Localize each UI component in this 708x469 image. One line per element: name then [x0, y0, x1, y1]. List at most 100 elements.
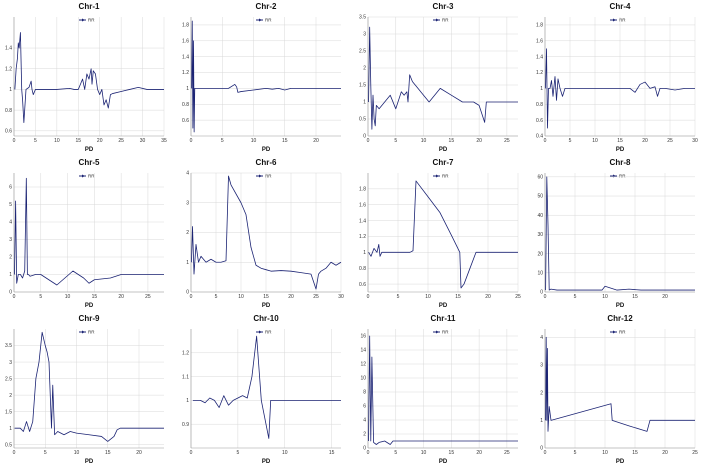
y-tick-label: 0.5 — [5, 442, 12, 448]
y-tick-label: 2 — [9, 393, 12, 399]
y-tick-label: 1.4 — [359, 218, 366, 224]
y-tick-label: 2.5 — [5, 376, 12, 382]
x-axis-label: PD — [262, 459, 271, 465]
y-tick-label: 1 — [186, 260, 189, 266]
legend-label: RR — [88, 330, 95, 335]
x-tick-label: 5 — [397, 294, 400, 300]
y-tick-label: 0.4 — [536, 134, 543, 140]
chart-panel-11: Chr-11 RR 0 2 4 6 8 10 12 14 16 0 5 10 15 20 25 PD — [354, 312, 531, 468]
chart-panel-7: Chr-7 RR 0.6 0.8 1 1.2 1.4 1.6 1.8 0 5 10 15 20 25 PD — [354, 156, 531, 312]
legend-label: RR — [619, 330, 626, 335]
x-tick-label: 15 — [329, 450, 335, 456]
y-tick-label: 3 — [363, 32, 366, 38]
chart-panel-6: Chr-6 RR 0 1 2 3 4 0 5 10 15 20 25 30 PD — [177, 156, 354, 312]
legend-marker — [613, 18, 616, 22]
y-tick-label: 1 — [9, 272, 12, 278]
x-tick-label: 10 — [65, 294, 71, 300]
x-tick-label: 0 — [190, 450, 193, 456]
legend-marker — [259, 330, 262, 334]
x-axis-label: PD — [439, 459, 448, 465]
x-tick-label: 10 — [421, 450, 427, 456]
y-tick-label: 0 — [186, 290, 189, 296]
chart-title: Chr-12 — [607, 314, 633, 323]
x-tick-label: 25 — [118, 138, 124, 144]
y-tick-label: 1.4 — [182, 54, 189, 60]
series-line-rr — [368, 26, 518, 130]
chart-svg: Chr-12 RR 0 1 2 3 4 0 5 10 15 20 25 PD — [540, 314, 698, 465]
y-tick-label: 3 — [540, 363, 543, 369]
y-tick-label: 1.8 — [182, 23, 189, 29]
y-tick-label: 0.6 — [182, 118, 189, 124]
x-tick-label: 10 — [602, 294, 608, 300]
chart-panel-12: Chr-12 RR 0 1 2 3 4 0 5 10 15 20 25 PD — [531, 312, 708, 468]
x-tick-label: 25 — [313, 294, 319, 300]
legend-label: RR — [442, 174, 449, 179]
chart-title: Chr-1 — [79, 2, 100, 11]
chart-panel-5: Chr-5 RR 0 1 2 3 4 5 6 0 5 10 15 20 25 PD — [0, 156, 177, 312]
x-tick-label: 0 — [13, 138, 16, 144]
y-tick-label: 0.6 — [536, 118, 543, 124]
x-tick-label: 20 — [485, 294, 491, 300]
y-tick-label: 3.5 — [359, 15, 366, 21]
legend-label: RR — [88, 18, 95, 23]
x-axis-label: PD — [616, 303, 625, 309]
x-tick-label: 0 — [544, 294, 547, 300]
x-tick-label: 20 — [476, 138, 482, 144]
y-tick-label: 1.2 — [182, 70, 189, 76]
chart-panel-9: Chr-9 RR 0.5 1 1.5 2 2.5 3 3.5 0 5 10 15 20 PD — [0, 312, 177, 468]
x-tick-label: 10 — [282, 450, 288, 456]
x-tick-label: 10 — [54, 138, 60, 144]
x-tick-label: 20 — [118, 294, 124, 300]
chart-title: Chr-2 — [256, 2, 277, 11]
x-axis-label: PD — [616, 147, 625, 153]
x-tick-label: 25 — [515, 294, 521, 300]
x-tick-label: 10 — [251, 138, 257, 144]
series-line-rr — [14, 32, 164, 123]
chart-panel-1: Chr-1 RR 0.6 0.8 1 1.2 1.4 0 5 10 15 20 25 30 35 PD — [0, 0, 177, 156]
y-tick-label: 1 — [9, 87, 12, 93]
x-tick-label: 20 — [642, 138, 648, 144]
y-tick-label: 1.1 — [182, 374, 189, 380]
y-tick-label: 0.9 — [182, 422, 189, 428]
chart-panel-4: Chr-4 RR 0.4 0.6 0.8 1 1.2 1.4 1.6 1.8 0 5 10 15 20 25 3… — [531, 0, 708, 156]
chart-title: Chr-9 — [79, 314, 100, 323]
y-tick-label: 3.5 — [5, 343, 12, 349]
x-tick-label: 0 — [544, 450, 547, 456]
legend-marker — [613, 330, 616, 334]
y-tick-label: 5 — [9, 202, 12, 208]
legend-marker — [436, 18, 439, 22]
x-tick-label: 0 — [13, 294, 16, 300]
chart-panel-3: Chr-3 RR 0 0.5 1 1.5 2 2.5 3 3.5 0 5 10 15 20 25 PD — [354, 0, 531, 156]
x-tick-label: 5 — [394, 450, 397, 456]
y-tick-label: 4 — [186, 171, 189, 177]
y-tick-label: 10 — [360, 376, 366, 382]
series-line-rr — [368, 335, 518, 445]
series-line-rr — [191, 20, 341, 133]
y-tick-label: 1 — [186, 398, 189, 404]
x-tick-label: 5 — [569, 138, 572, 144]
x-tick-label: 10 — [421, 138, 427, 144]
y-tick-label: 1.6 — [359, 202, 366, 208]
y-tick-label: 3 — [186, 200, 189, 206]
y-tick-label: 2 — [363, 66, 366, 72]
y-tick-label: 1 — [186, 86, 189, 92]
y-tick-label: 1 — [9, 426, 12, 432]
series-line-rr — [14, 177, 164, 286]
x-tick-label: 20 — [288, 294, 294, 300]
chart-svg: Chr-2 RR 0.6 0.8 1 1.2 1.4 1.6 1.8 0 5 10 15 20 PD — [182, 2, 341, 153]
y-tick-label: 0.6 — [5, 129, 12, 135]
x-tick-label: 5 — [394, 138, 397, 144]
x-axis-label: PD — [85, 147, 94, 153]
y-tick-label: 4 — [363, 418, 366, 424]
y-tick-label: 2 — [540, 390, 543, 396]
x-tick-label: 20 — [662, 294, 668, 300]
x-tick-label: 15 — [617, 138, 623, 144]
legend-label: RR — [265, 330, 272, 335]
x-tick-label: 25 — [145, 294, 151, 300]
chart-title: Chr-3 — [433, 2, 454, 11]
series-line-rr — [14, 331, 164, 442]
x-tick-label: 15 — [449, 450, 455, 456]
x-tick-label: 5 — [34, 138, 37, 144]
y-tick-label: 1.4 — [5, 46, 12, 52]
